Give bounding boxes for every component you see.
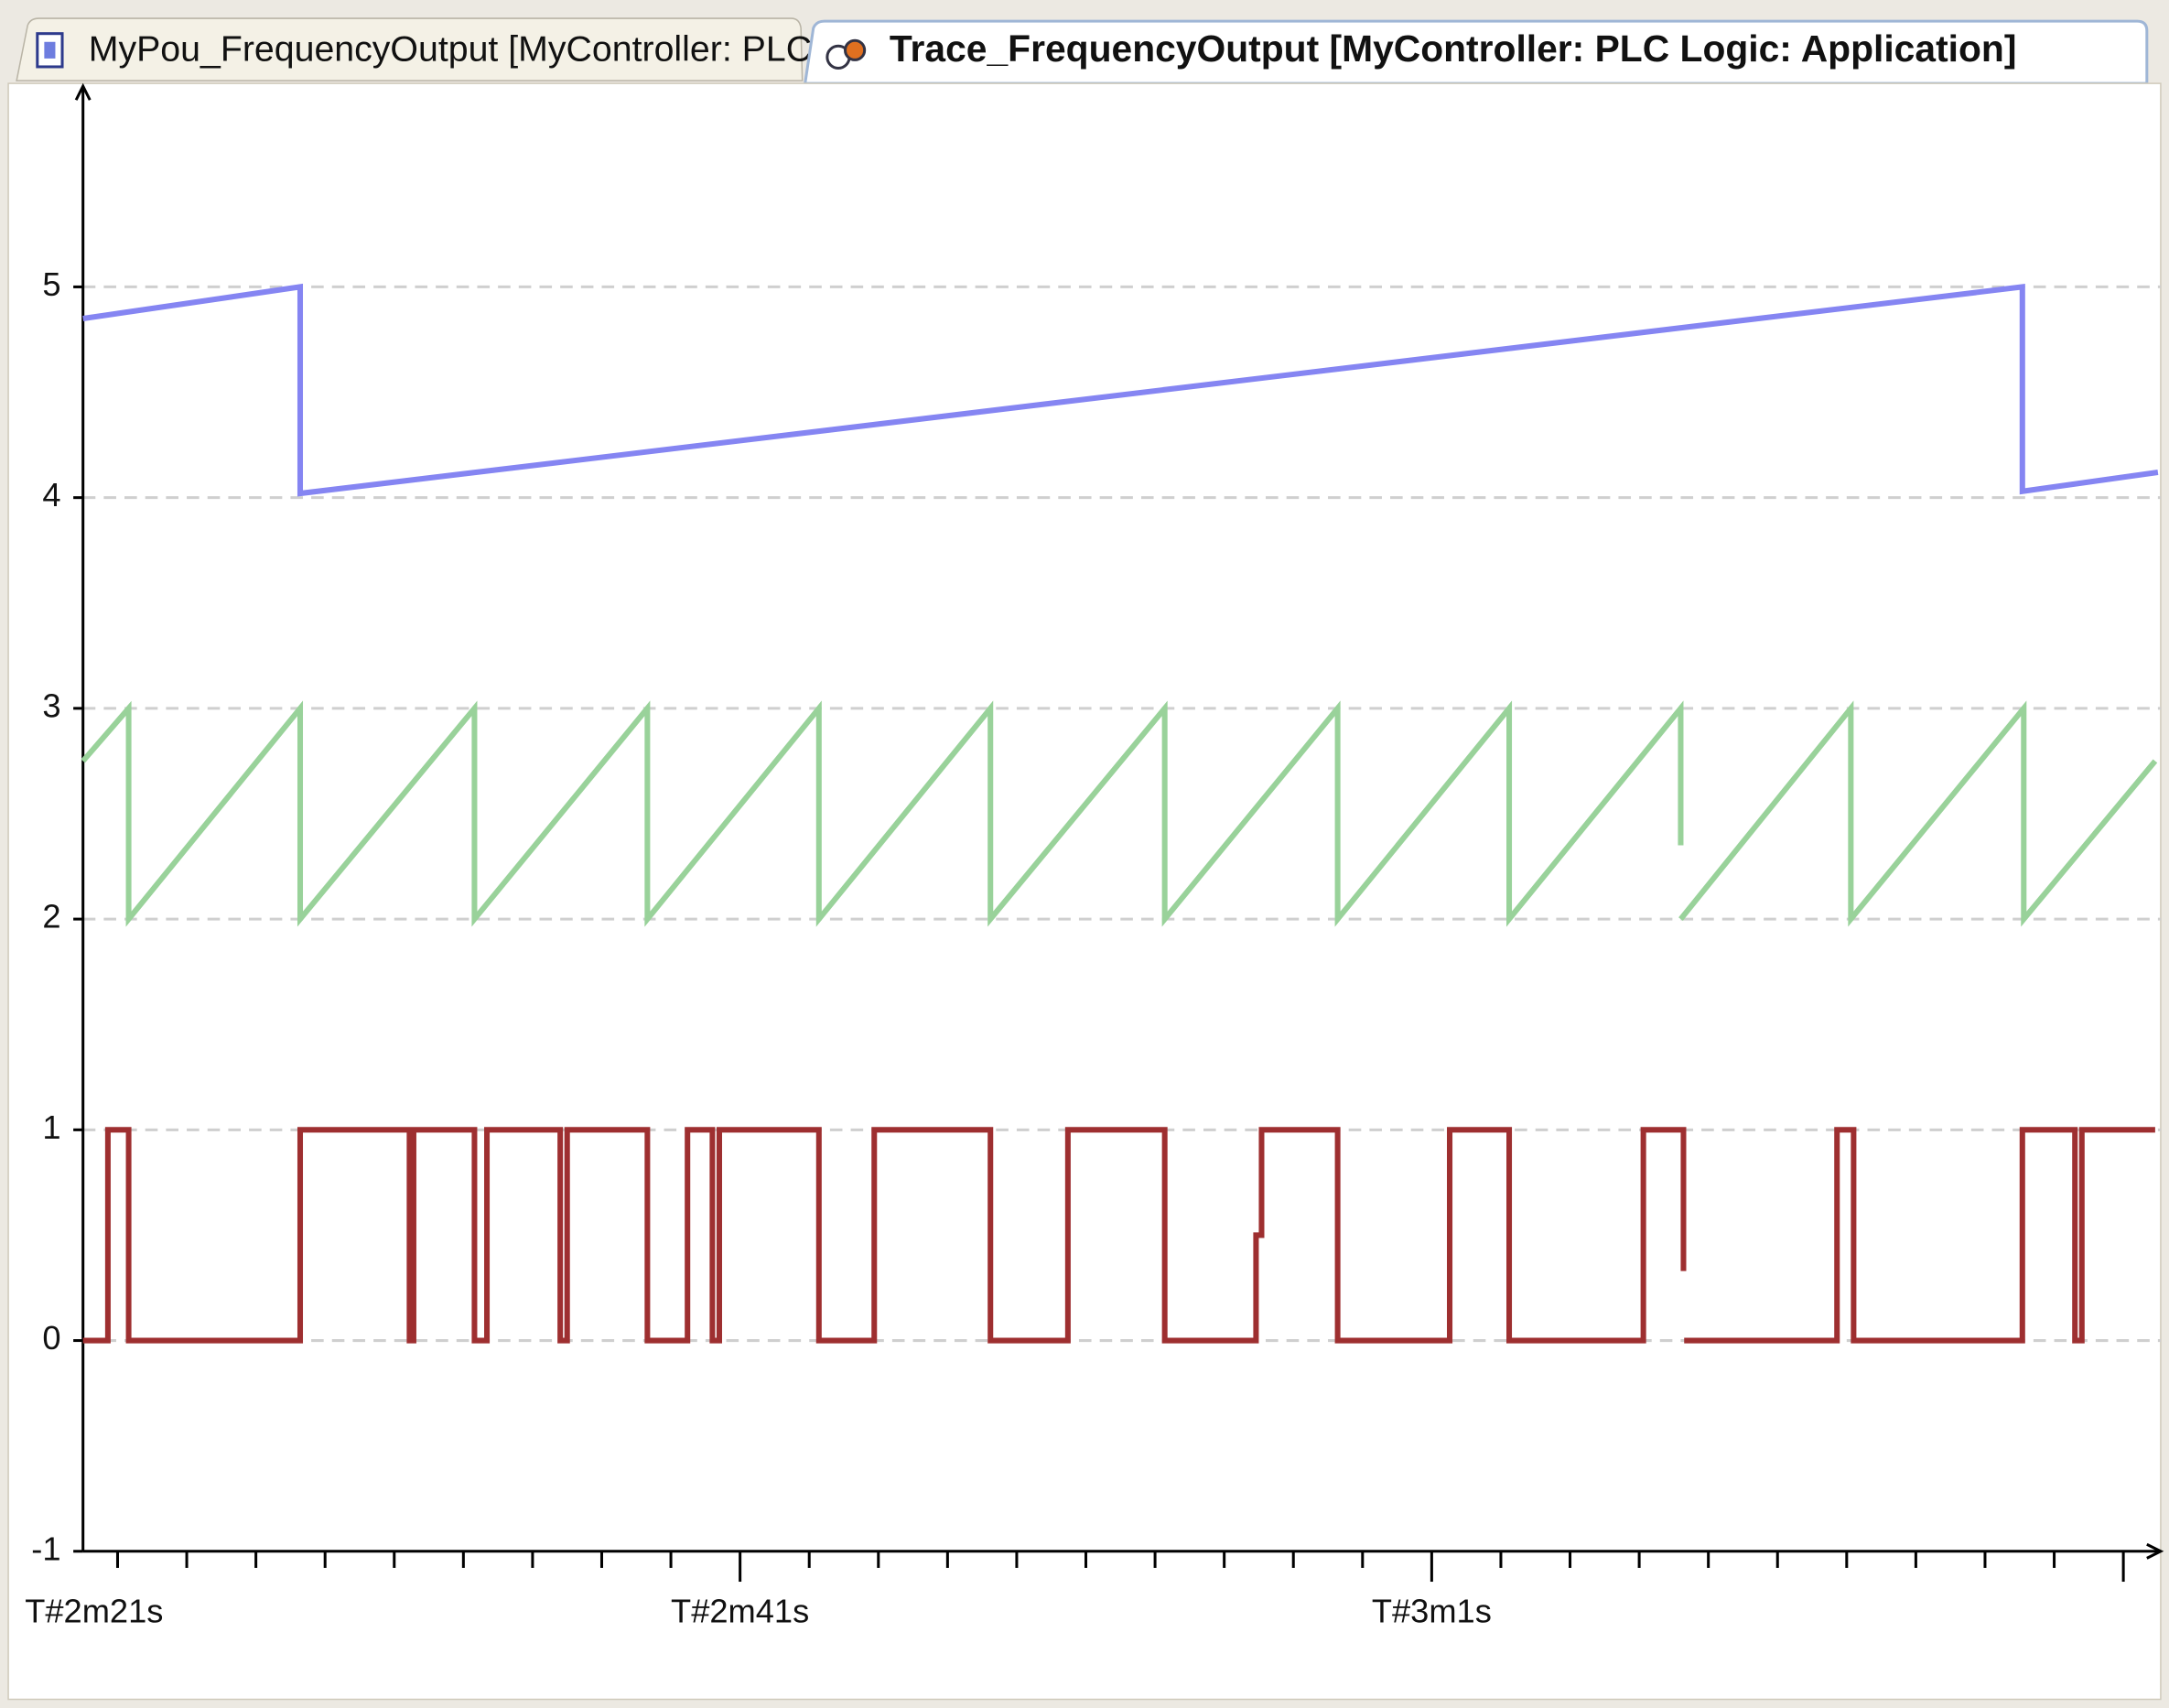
tab-icon-inner (44, 41, 56, 59)
y-tick-label: 4 (42, 476, 60, 513)
tab-label: MyPou_FrequencyOutput [MyController: PLC… (89, 29, 842, 70)
trace-line (82, 1127, 2155, 1344)
plot: -1 0 1 2 3 4 5 T#2m21s T#2m41s T#3m1s (25, 82, 2164, 1629)
trace-line (81, 700, 2158, 927)
y-tick-label: 3 (42, 686, 60, 724)
x-tick-label: T#3m1s (1372, 1592, 1492, 1629)
x-axis-arrow (2146, 1542, 2164, 1560)
y-tick-label: 2 (42, 898, 60, 935)
x-tick-label: T#2m41s (671, 1592, 809, 1629)
y-tick-label: 0 (42, 1319, 60, 1357)
trace-panel (7, 82, 2162, 1701)
tab-inactive[interactable] (16, 17, 804, 81)
y-axis-arrow (74, 82, 92, 101)
y-tick-label: 5 (42, 265, 60, 303)
tab-label: Trace_FrequencyOutput [MyController: PLC… (890, 27, 2017, 70)
tab-icon (36, 32, 64, 69)
x-tick-label: T#2m21s (25, 1592, 163, 1629)
trace-line (82, 283, 2159, 497)
tab-icon (844, 38, 867, 61)
y-tick-label: 1 (42, 1108, 60, 1146)
y-tick-label: -1 (31, 1530, 60, 1567)
tab-active[interactable] (803, 19, 2149, 85)
